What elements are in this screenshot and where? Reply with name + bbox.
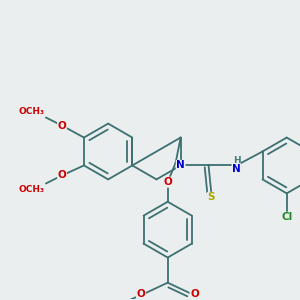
Text: OCH₃: OCH₃ [18,106,44,116]
Text: O: O [190,289,199,299]
Text: O: O [136,289,146,299]
Text: OCH₃: OCH₃ [18,185,44,194]
Text: O: O [58,121,66,130]
Text: N: N [232,164,241,174]
Text: N: N [176,160,185,170]
Text: O: O [163,177,172,187]
Text: H: H [232,156,240,165]
Text: Cl: Cl [281,212,292,222]
Text: S: S [208,192,215,202]
Text: O: O [58,170,66,180]
